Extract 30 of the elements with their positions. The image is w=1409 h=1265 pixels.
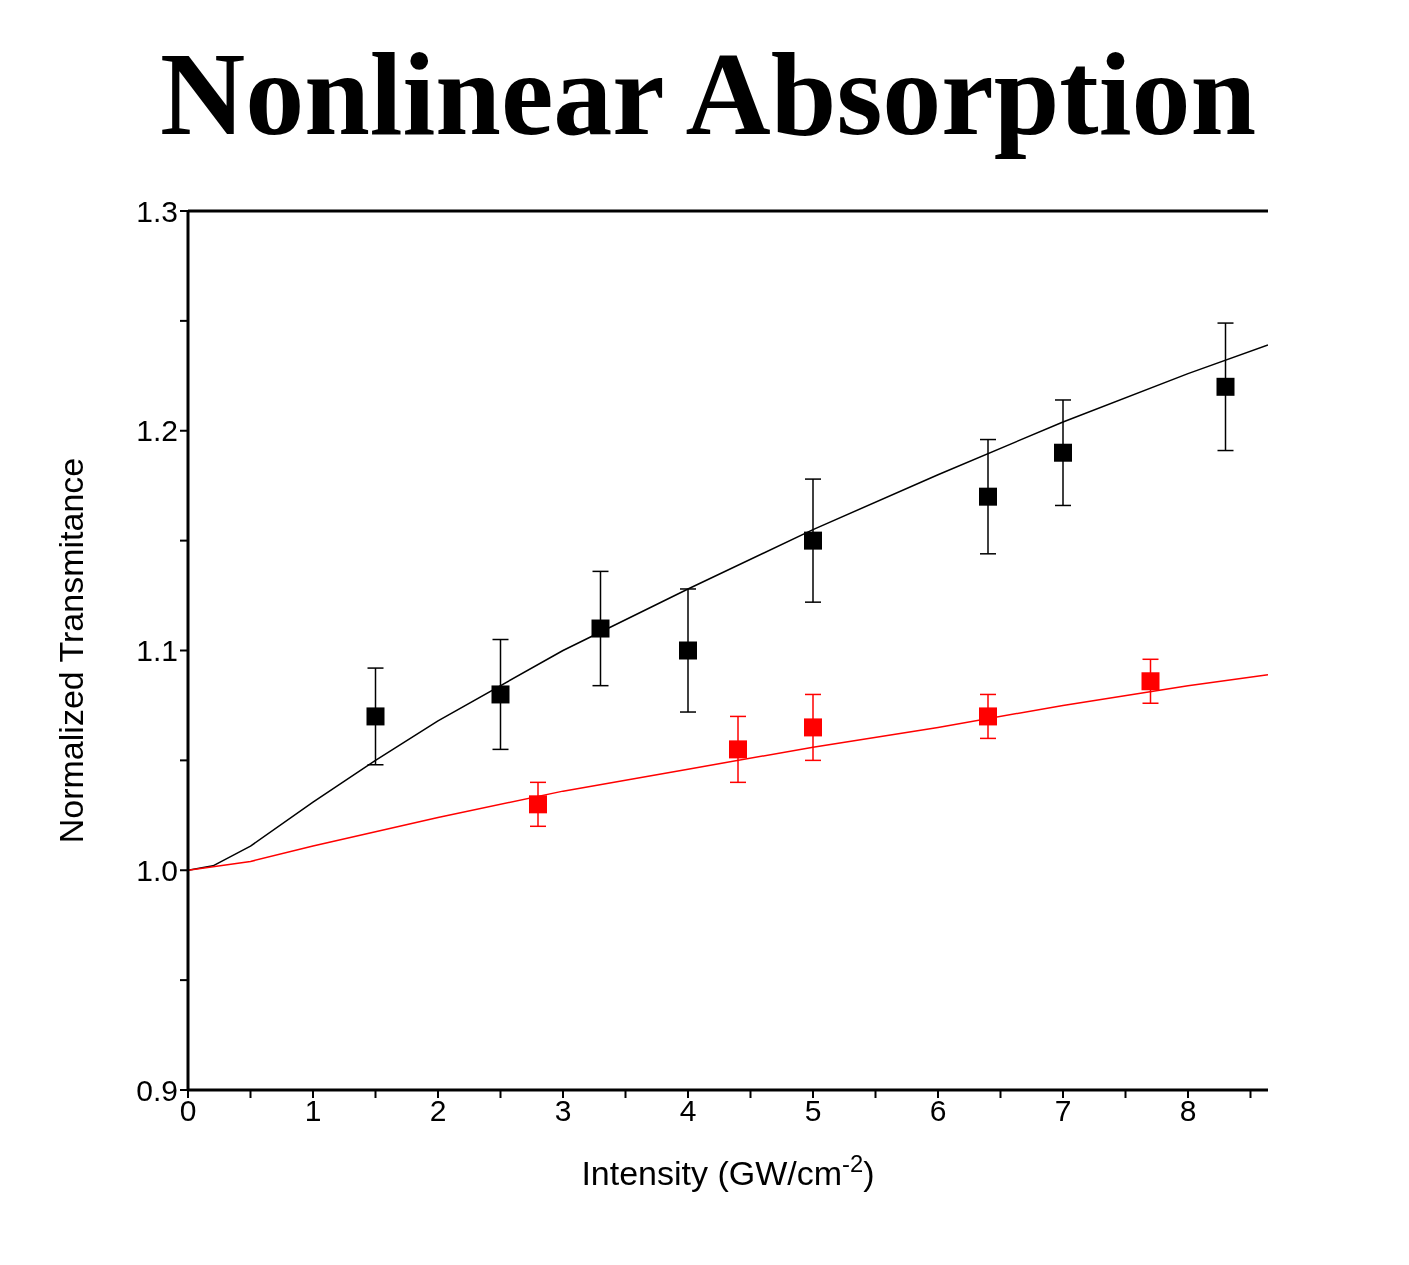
y-axis-title: Normalized Transmitance	[52, 457, 90, 844]
point	[729, 740, 747, 759]
point	[804, 531, 822, 550]
x-tick-label: 7	[1054, 1094, 1072, 1128]
point	[366, 707, 385, 726]
y-tick-label: 1.3	[136, 194, 178, 228]
y-tick-label: 1.0	[136, 853, 178, 887]
x-tick-label: 1	[304, 1094, 322, 1128]
x-tick-label: 4	[679, 1094, 697, 1128]
point	[1216, 377, 1235, 396]
point	[979, 707, 997, 726]
point	[979, 487, 997, 506]
x-tick-label: 0	[179, 1094, 197, 1128]
point	[591, 619, 610, 638]
y-tick-label: 0.9	[136, 1073, 178, 1107]
point	[1141, 672, 1160, 691]
point	[804, 718, 822, 737]
y-tick-label: 1.1	[136, 634, 178, 668]
x-tick-label: 5	[804, 1094, 822, 1128]
y-tick-label: 1.2	[136, 414, 178, 448]
x-tick-label: 6	[929, 1094, 947, 1128]
point	[491, 685, 510, 704]
x-tick-label: 3	[554, 1094, 572, 1128]
point	[679, 641, 697, 660]
point	[1054, 443, 1072, 462]
point	[529, 795, 547, 814]
x-axis-title: Intensity (GW/cm$^{-2}$)	[581, 1149, 875, 1192]
chart-title: Nonlinear Absorption	[159, 29, 1257, 160]
x-tick-label: 8	[1179, 1094, 1197, 1128]
x-tick-label: 2	[429, 1094, 447, 1128]
